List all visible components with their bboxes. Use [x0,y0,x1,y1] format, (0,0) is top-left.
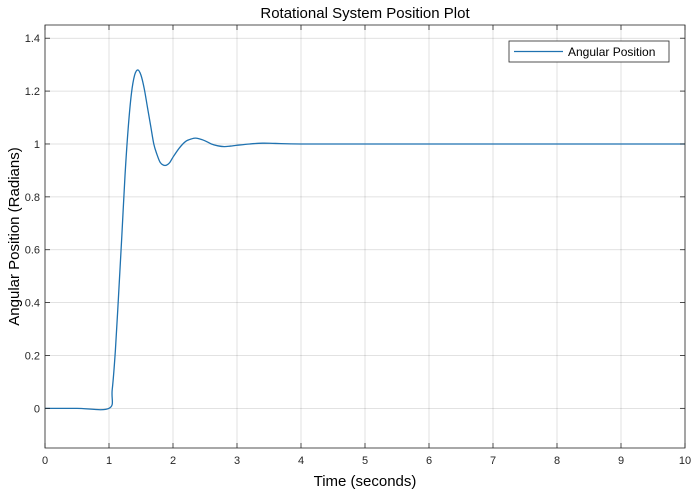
series-layer [44,69,685,411]
legend-box [508,40,670,63]
series-line-angular-position [44,69,685,411]
x-axis-label: Time (seconds) [314,473,417,490]
y-tick-label: 1.4 [25,33,40,45]
legend: Angular Position [508,40,670,63]
x-tick-label: 4 [298,455,304,467]
y-tick-label: 0.4 [25,298,40,310]
chart-title: Rotational System Position Plot [260,5,470,22]
y-tick-label: 0.8 [25,192,40,204]
legend-entry-angular-position: Angular Position [568,45,655,59]
y-tick-label: 1.2 [25,86,40,98]
x-tick-label: 5 [362,455,368,467]
y-tick-label: 0.2 [25,350,40,362]
x-tick-label: 1 [106,455,112,467]
x-tick-label: 9 [618,455,624,467]
x-tick-label: 0 [42,455,48,467]
plot-area [45,25,685,448]
y-tick-label: 1 [34,139,40,151]
ticks: 0 1 2 3 4 5 6 7 8 9 10 0 0.2 0.4 0.6 0.8 1 1.2 1.4 [25,25,691,467]
y-axis-label: Angular Position (Radians) [6,147,23,325]
y-tick-label: 0 [34,403,40,415]
x-tick-label: 3 [234,455,240,467]
x-tick-label: 7 [490,455,496,467]
x-tick-label: 10 [679,455,691,467]
x-tick-label: 8 [554,455,560,467]
x-tick-label: 2 [170,455,176,467]
x-tick-label: 6 [426,455,432,467]
y-tick-label: 0.6 [25,245,40,257]
